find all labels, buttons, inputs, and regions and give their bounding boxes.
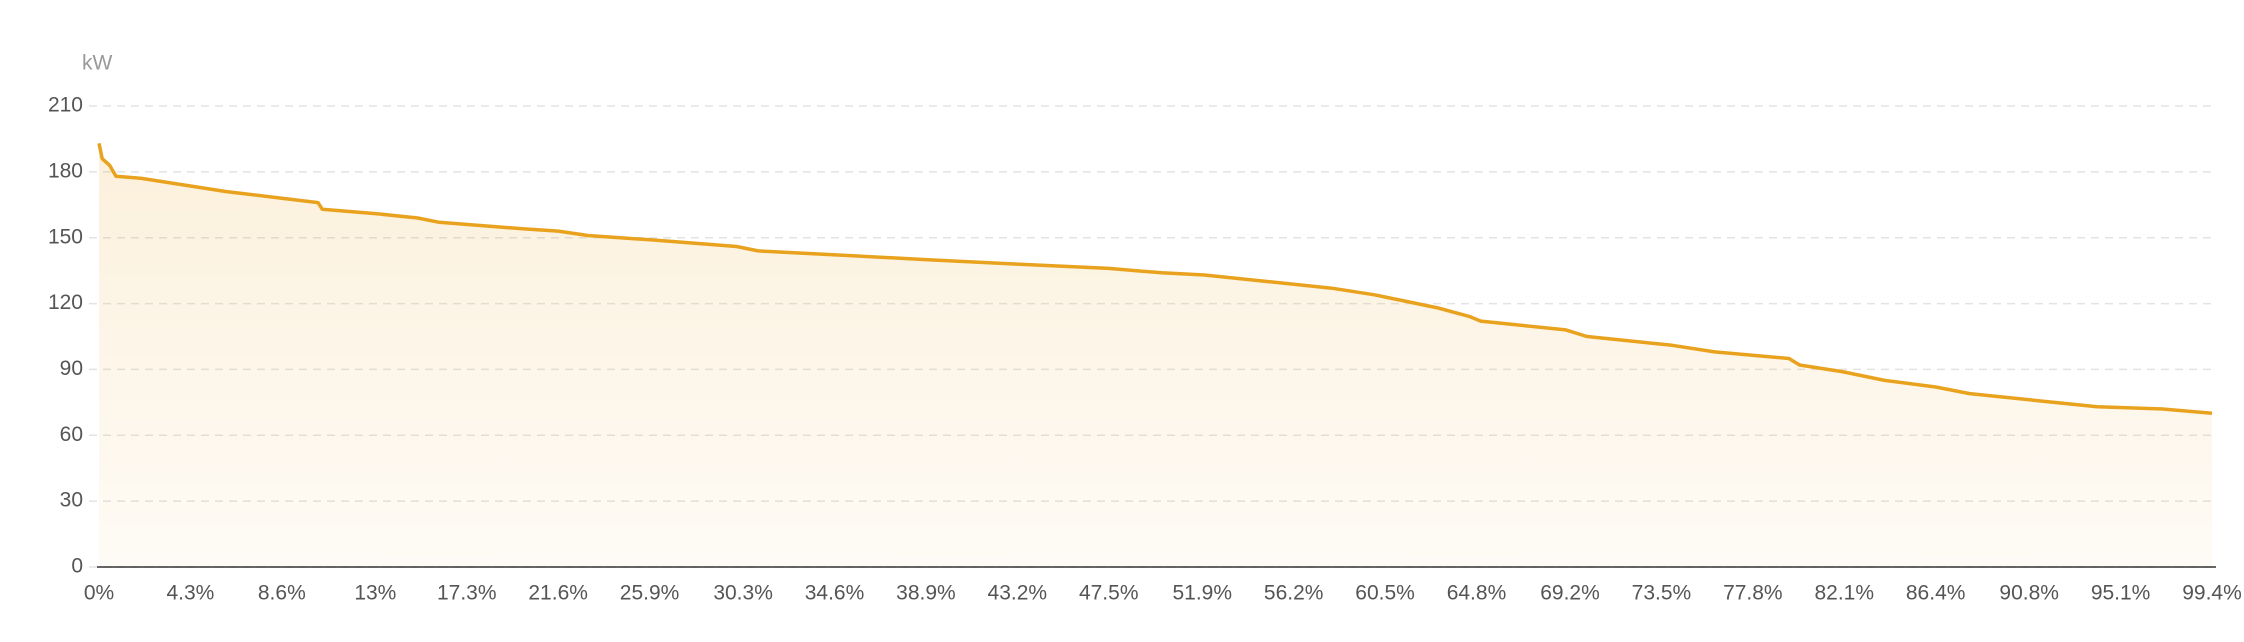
x-tick-label: 86.4% bbox=[1906, 582, 1966, 605]
area bbox=[99, 143, 2212, 568]
x-tick-label: 13% bbox=[354, 582, 396, 605]
x-tick-label: 90.8% bbox=[1999, 582, 2059, 605]
line bbox=[97, 142, 2213, 416]
y-tick-label: 150 bbox=[48, 225, 83, 248]
x-tick-label: 77.8% bbox=[1723, 582, 1783, 605]
y-tick-label: 180 bbox=[48, 159, 83, 182]
y-tick-label: 120 bbox=[48, 291, 83, 314]
y-tick-label: 60 bbox=[60, 423, 83, 446]
x-tick-label: 51.9% bbox=[1172, 582, 1232, 605]
x-tick-label: 60.5% bbox=[1355, 582, 1415, 605]
y-axis-label: kW bbox=[82, 52, 113, 75]
y-tick-label: 210 bbox=[48, 94, 83, 117]
y-tick-label: 30 bbox=[60, 489, 83, 512]
x-tick-label: 73.5% bbox=[1632, 582, 1692, 605]
x-tick-label: 56.2% bbox=[1264, 582, 1324, 605]
x-tick-label: 21.6% bbox=[528, 582, 588, 605]
x-tick-label: 8.6% bbox=[258, 582, 306, 605]
x-tick-label: 38.9% bbox=[896, 582, 956, 605]
x-tick-label: 69.2% bbox=[1540, 582, 1600, 605]
x-tick-label: 82.1% bbox=[1814, 582, 1874, 605]
x-tick-label: 99.4% bbox=[2182, 582, 2242, 605]
x-tick-label: 43.2% bbox=[988, 582, 1048, 605]
x-tick-label: 95.1% bbox=[2091, 582, 2151, 605]
x-tick-label: 0% bbox=[84, 582, 114, 605]
x-tick-label: 25.9% bbox=[620, 582, 680, 605]
x-tick-label: 17.3% bbox=[437, 582, 497, 605]
y-tick-label: 90 bbox=[60, 357, 83, 380]
x-tick-label: 30.3% bbox=[713, 582, 773, 605]
y-tick-label: 0 bbox=[71, 555, 83, 578]
x-tick-label: 34.6% bbox=[805, 582, 865, 605]
x-tick-label: 47.5% bbox=[1079, 582, 1139, 605]
x-tick-label: 4.3% bbox=[166, 582, 214, 605]
x-tick-label: 64.8% bbox=[1447, 582, 1507, 605]
